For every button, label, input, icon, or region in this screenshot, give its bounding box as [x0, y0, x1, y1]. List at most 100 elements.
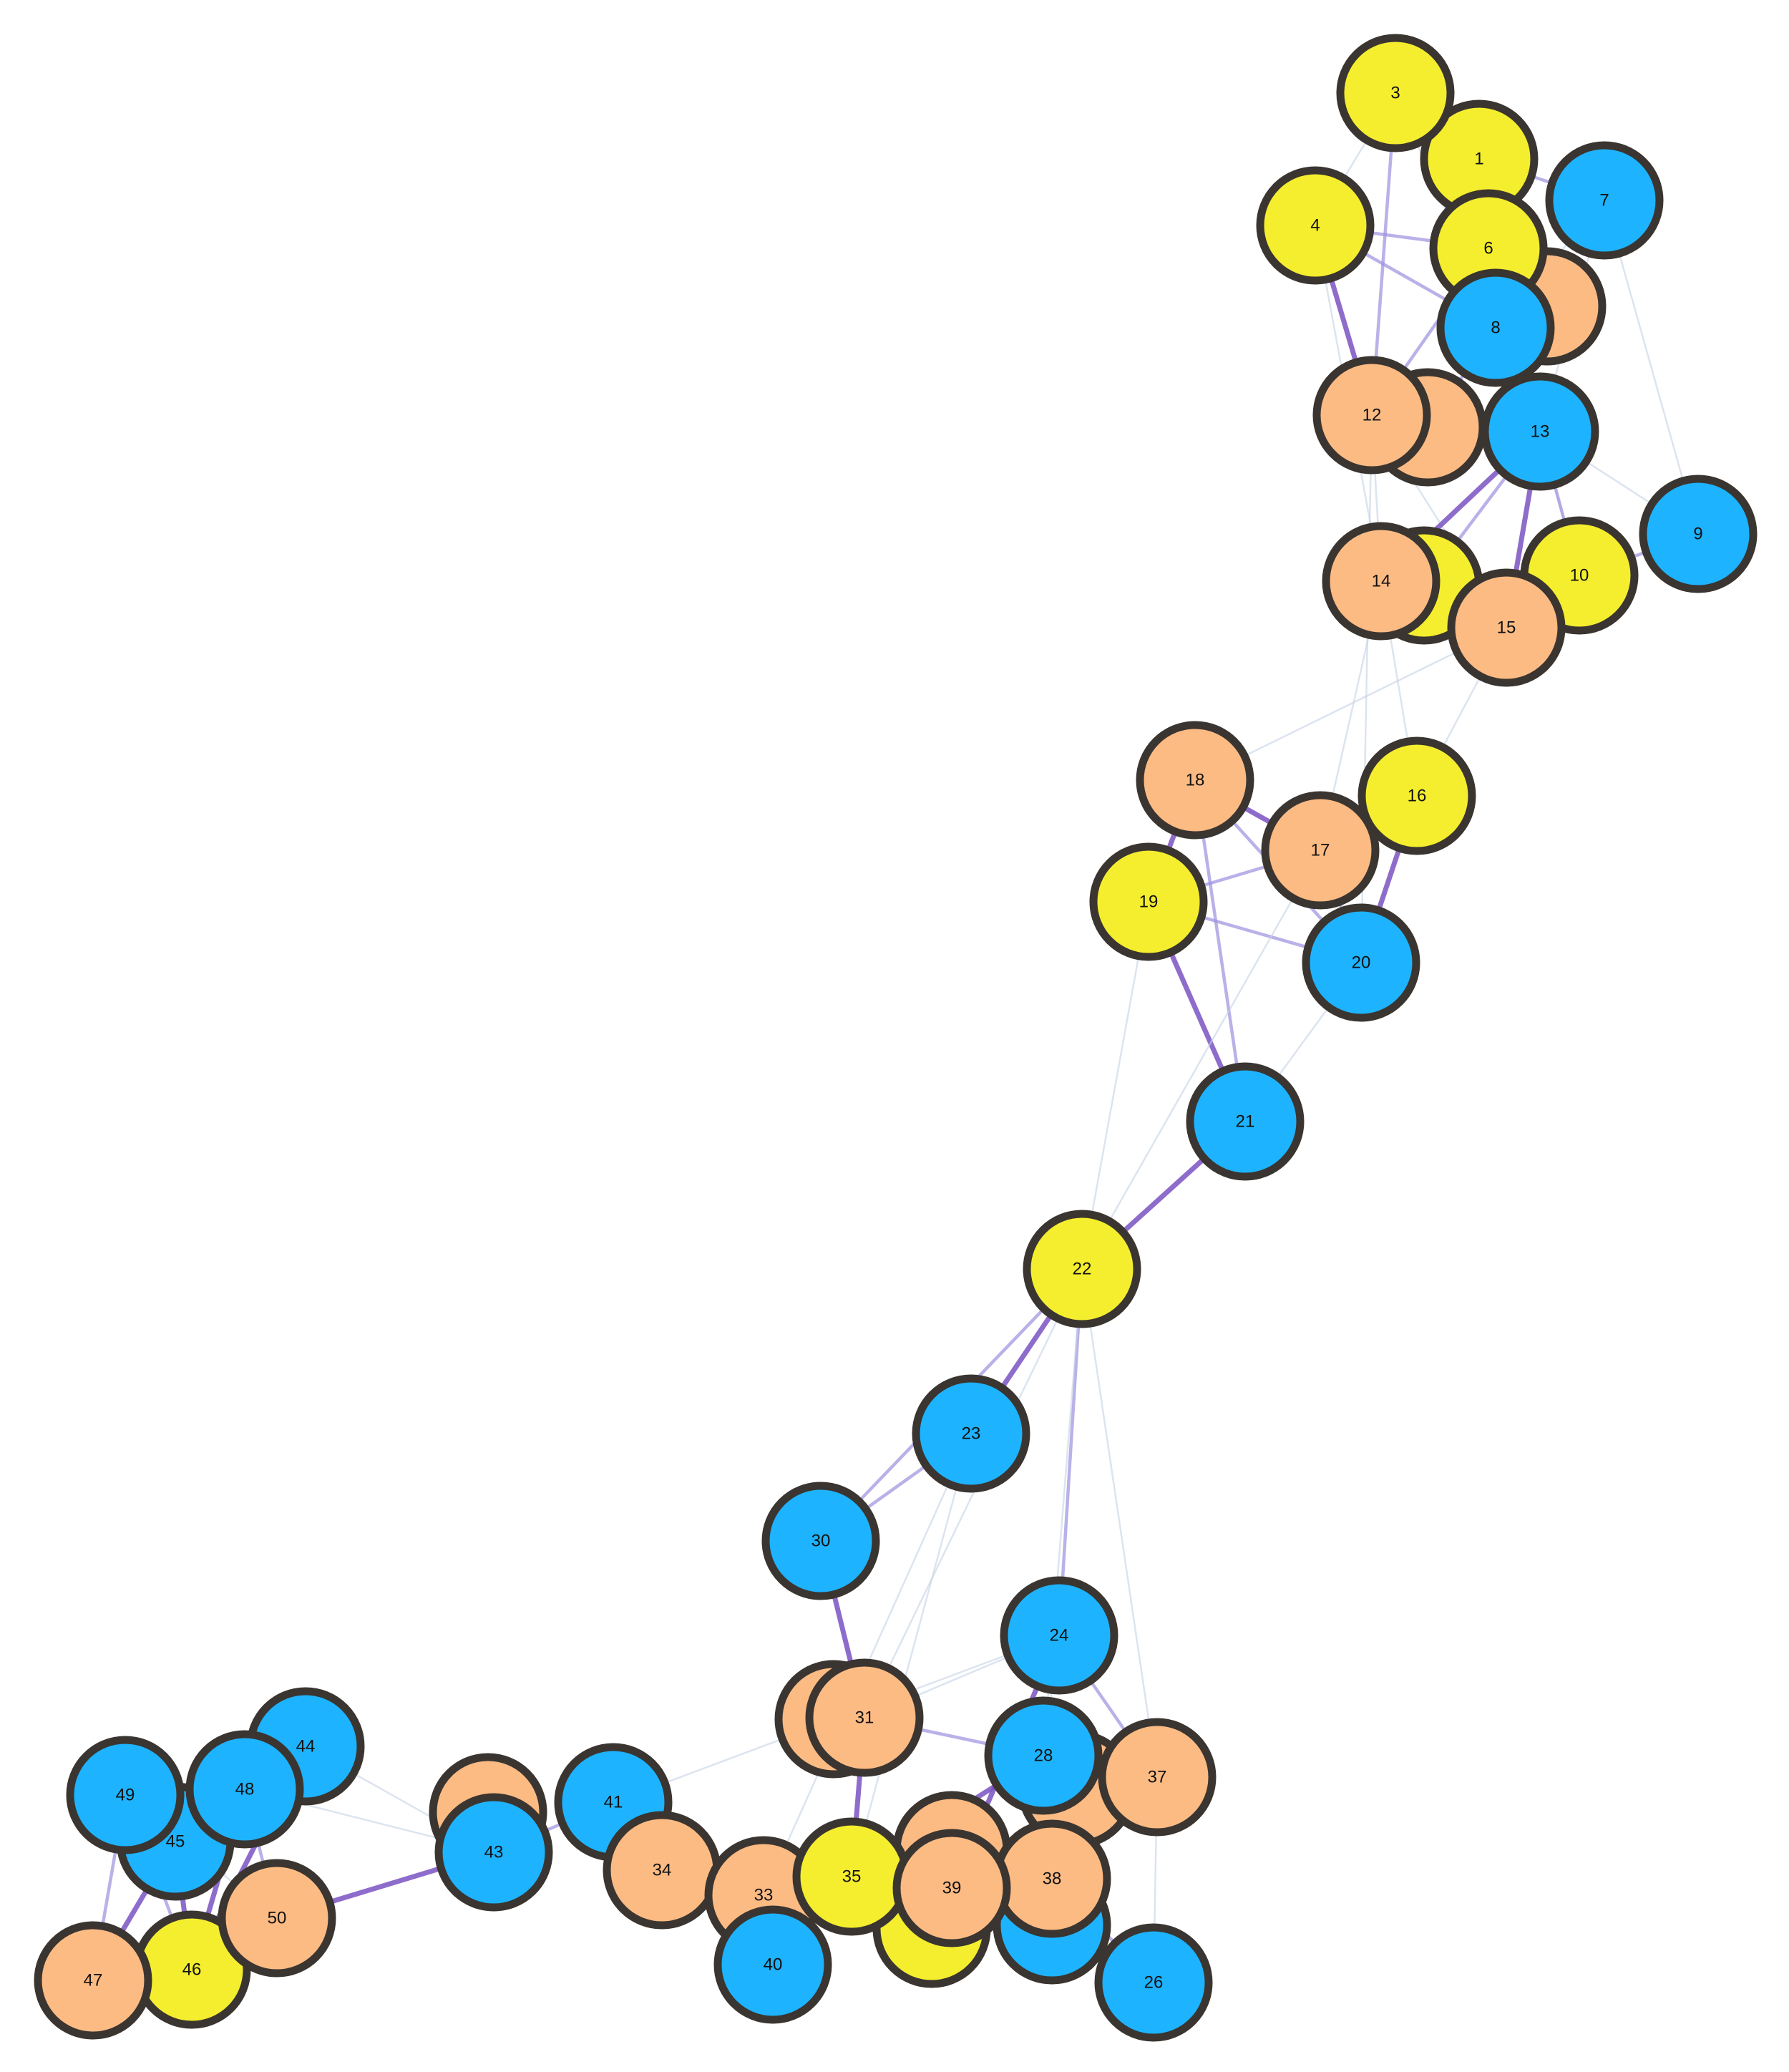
node-circle: [1357, 736, 1476, 855]
node-circle: [912, 1374, 1030, 1493]
node-label: 22: [1073, 1260, 1092, 1279]
node-circle: [1089, 842, 1208, 961]
node-label: 34: [653, 1861, 672, 1880]
node-n13[interactable]: 13: [1481, 372, 1599, 491]
node-circle: [1322, 522, 1441, 641]
node-n28[interactable]: 28: [984, 1696, 1103, 1815]
node-label: 17: [1311, 841, 1330, 860]
node-label: 37: [1148, 1768, 1167, 1787]
node-n49[interactable]: 49: [66, 1736, 185, 1854]
node-circle: [1023, 1210, 1141, 1328]
node-label: 48: [235, 1780, 255, 1799]
node-n35[interactable]: 35: [792, 1817, 911, 1936]
node-n22[interactable]: 22: [1023, 1210, 1141, 1328]
node-circle: [434, 1793, 553, 1912]
node-label: 9: [1693, 525, 1702, 544]
node-label: 49: [116, 1786, 135, 1805]
node-label: 7: [1599, 191, 1609, 210]
node-circle: [805, 1658, 924, 1777]
node-n24[interactable]: 24: [1000, 1576, 1118, 1695]
node-label: 44: [296, 1737, 316, 1756]
node-label: 21: [1236, 1112, 1255, 1132]
edge-n19-n22: [1081, 900, 1150, 1270]
node-label: 46: [182, 1960, 202, 1980]
node-n14[interactable]: 14: [1322, 522, 1441, 641]
node-n37[interactable]: 37: [1098, 1718, 1217, 1837]
node-n30[interactable]: 30: [761, 1482, 880, 1600]
node-circle: [34, 1921, 152, 2040]
node-n16[interactable]: 16: [1357, 736, 1476, 855]
node-label: 18: [1186, 771, 1205, 790]
node-n34[interactable]: 34: [603, 1811, 721, 1930]
node-n9[interactable]: 9: [1639, 475, 1758, 593]
node-circle: [1447, 568, 1566, 687]
node-n20[interactable]: 20: [1302, 903, 1420, 1022]
node-n17[interactable]: 17: [1261, 791, 1380, 910]
node-n40[interactable]: 40: [713, 1905, 832, 2024]
node-label: 47: [84, 1971, 103, 1990]
node-label: 12: [1363, 406, 1382, 425]
node-n4[interactable]: 4: [1256, 166, 1375, 285]
node-n39[interactable]: 39: [892, 1829, 1011, 1947]
node-label: 50: [268, 1909, 287, 1928]
node-n31[interactable]: 31: [805, 1658, 924, 1777]
node-label: 10: [1570, 566, 1589, 585]
node-circle: [1261, 791, 1380, 910]
node-circle: [1136, 721, 1254, 840]
node-circle: [761, 1482, 880, 1600]
node-label: 16: [1408, 787, 1427, 806]
node-circle: [1302, 903, 1420, 1022]
node-label: 43: [484, 1843, 504, 1862]
node-n8[interactable]: 8: [1436, 268, 1555, 387]
node-label: 45: [166, 1832, 185, 1852]
node-circle: [1436, 268, 1555, 387]
node-label: 26: [1144, 1973, 1164, 1993]
node-circle: [1094, 1923, 1213, 2042]
node-label: 40: [764, 1955, 783, 1975]
node-n19[interactable]: 19: [1089, 842, 1208, 961]
edge-n17-n22: [1081, 849, 1322, 1270]
node-label: 33: [754, 1886, 774, 1905]
node-n38[interactable]: 38: [993, 1819, 1111, 1938]
node-label: 13: [1531, 422, 1550, 442]
node-circle: [1639, 475, 1758, 593]
node-n43[interactable]: 43: [434, 1793, 553, 1912]
node-label: 28: [1034, 1746, 1053, 1766]
node-label: 15: [1497, 618, 1516, 638]
node-n26[interactable]: 26: [1094, 1923, 1213, 2042]
node-n23[interactable]: 23: [912, 1374, 1030, 1493]
node-label: 4: [1310, 216, 1320, 235]
node-n15[interactable]: 15: [1447, 568, 1566, 687]
node-label: 1: [1474, 150, 1483, 169]
node-n18[interactable]: 18: [1136, 721, 1254, 840]
node-n7[interactable]: 7: [1545, 141, 1664, 260]
node-label: 24: [1050, 1626, 1069, 1645]
node-n47[interactable]: 47: [34, 1921, 152, 2040]
node-circle: [1312, 356, 1431, 475]
node-n48[interactable]: 48: [185, 1730, 304, 1849]
node-n12[interactable]: 12: [1312, 356, 1431, 475]
edge-n23-n35: [850, 1432, 973, 1878]
node-n21[interactable]: 21: [1186, 1062, 1305, 1181]
node-circle: [892, 1829, 1011, 1947]
node-circle: [1336, 34, 1455, 152]
node-label: 41: [604, 1793, 623, 1812]
node-circle: [185, 1730, 304, 1849]
edge-n22-n31: [863, 1268, 1083, 1719]
edge-n22-n37: [1081, 1268, 1159, 1779]
edge-n22-n24: [1057, 1267, 1084, 1638]
node-n50[interactable]: 50: [218, 1859, 336, 1978]
node-circle: [1186, 1062, 1305, 1181]
node-label: 39: [942, 1879, 962, 1898]
node-label: 20: [1352, 953, 1371, 973]
node-label: 8: [1491, 318, 1500, 338]
node-label: 30: [811, 1532, 831, 1551]
node-label: 14: [1372, 572, 1391, 591]
node-circle: [984, 1696, 1103, 1815]
node-circle: [218, 1859, 336, 1978]
node-circle: [713, 1905, 832, 2024]
node-label: 3: [1390, 84, 1400, 103]
node-n3[interactable]: 3: [1336, 34, 1455, 152]
